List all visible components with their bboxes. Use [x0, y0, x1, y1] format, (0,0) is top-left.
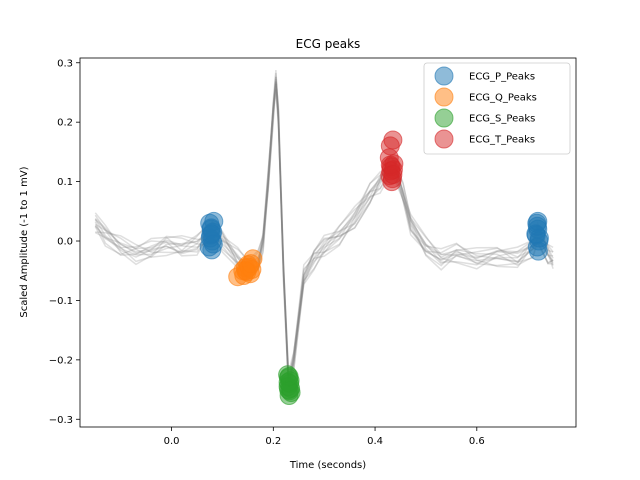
legend-label-ecg-t-peaks: ECG_T_Peaks	[469, 135, 535, 146]
heartbeat-trace	[94, 82, 554, 387]
heartbeat-traces	[94, 70, 554, 393]
plot-frame	[79, 57, 577, 428]
legend-label-ecg-s-peaks: ECG_S_Peaks	[469, 114, 535, 125]
heartbeat-trace	[94, 76, 554, 390]
heartbeat-trace	[94, 83, 554, 384]
heartbeat-trace	[94, 90, 554, 373]
legend-marker-ecg-s-peaks	[434, 108, 454, 128]
y-tick-label: −0.2	[49, 355, 73, 366]
y-tick-label: 0.1	[57, 177, 73, 188]
x-axis: 0.0 0.2 0.4 0.6	[164, 427, 485, 447]
legend-marker-ecg-q-peaks	[434, 87, 454, 107]
ecg-p-peaks-marker	[202, 224, 222, 244]
y-tick-label: −0.3	[49, 415, 73, 426]
x-axis-label: Time (seconds)	[289, 460, 366, 471]
peak-markers	[199, 130, 549, 405]
legend: ECG_P_Peaks ECG_Q_Peaks ECG_S_Peaks ECG_T_P…	[423, 62, 571, 155]
heartbeat-trace	[94, 89, 554, 379]
x-tick-label: 0.6	[469, 436, 485, 447]
y-axis: −0.3 −0.2 −0.1 0.0 0.1 0.2 0.3	[49, 58, 80, 426]
heartbeat-trace	[94, 72, 554, 386]
x-tick-label: 0.2	[265, 436, 281, 447]
legend-label-ecg-p-peaks: ECG_P_Peaks	[469, 72, 535, 83]
y-tick-label: 0.3	[57, 58, 73, 69]
heartbeat-trace	[94, 81, 554, 377]
legend-marker-ecg-t-peaks	[434, 129, 454, 149]
ecg-p-peaks-marker	[527, 216, 547, 236]
y-tick-label: −0.1	[49, 296, 73, 307]
legend-label-ecg-q-peaks: ECG_Q_Peaks	[469, 93, 537, 104]
legend-box	[423, 62, 571, 155]
ecg-q-peaks-marker	[241, 254, 261, 274]
ecg-t-peaks-marker	[383, 165, 403, 184]
legend-marker-ecg-p-peaks	[434, 66, 454, 86]
heartbeat-trace	[94, 83, 554, 382]
heartbeat-trace	[94, 81, 554, 388]
x-tick-label: 0.0	[164, 436, 180, 447]
ecg-s-peaks-marker	[279, 367, 299, 386]
y-axis-label: Scaled Amplitude (-1 to 1 mV)	[19, 166, 30, 317]
y-tick-label: 0.0	[57, 237, 73, 248]
x-tick-label: 0.4	[367, 436, 383, 447]
heartbeat-trace	[95, 70, 554, 393]
y-tick-label: 0.2	[57, 118, 73, 129]
chart-title: ECG peaks	[296, 37, 361, 51]
